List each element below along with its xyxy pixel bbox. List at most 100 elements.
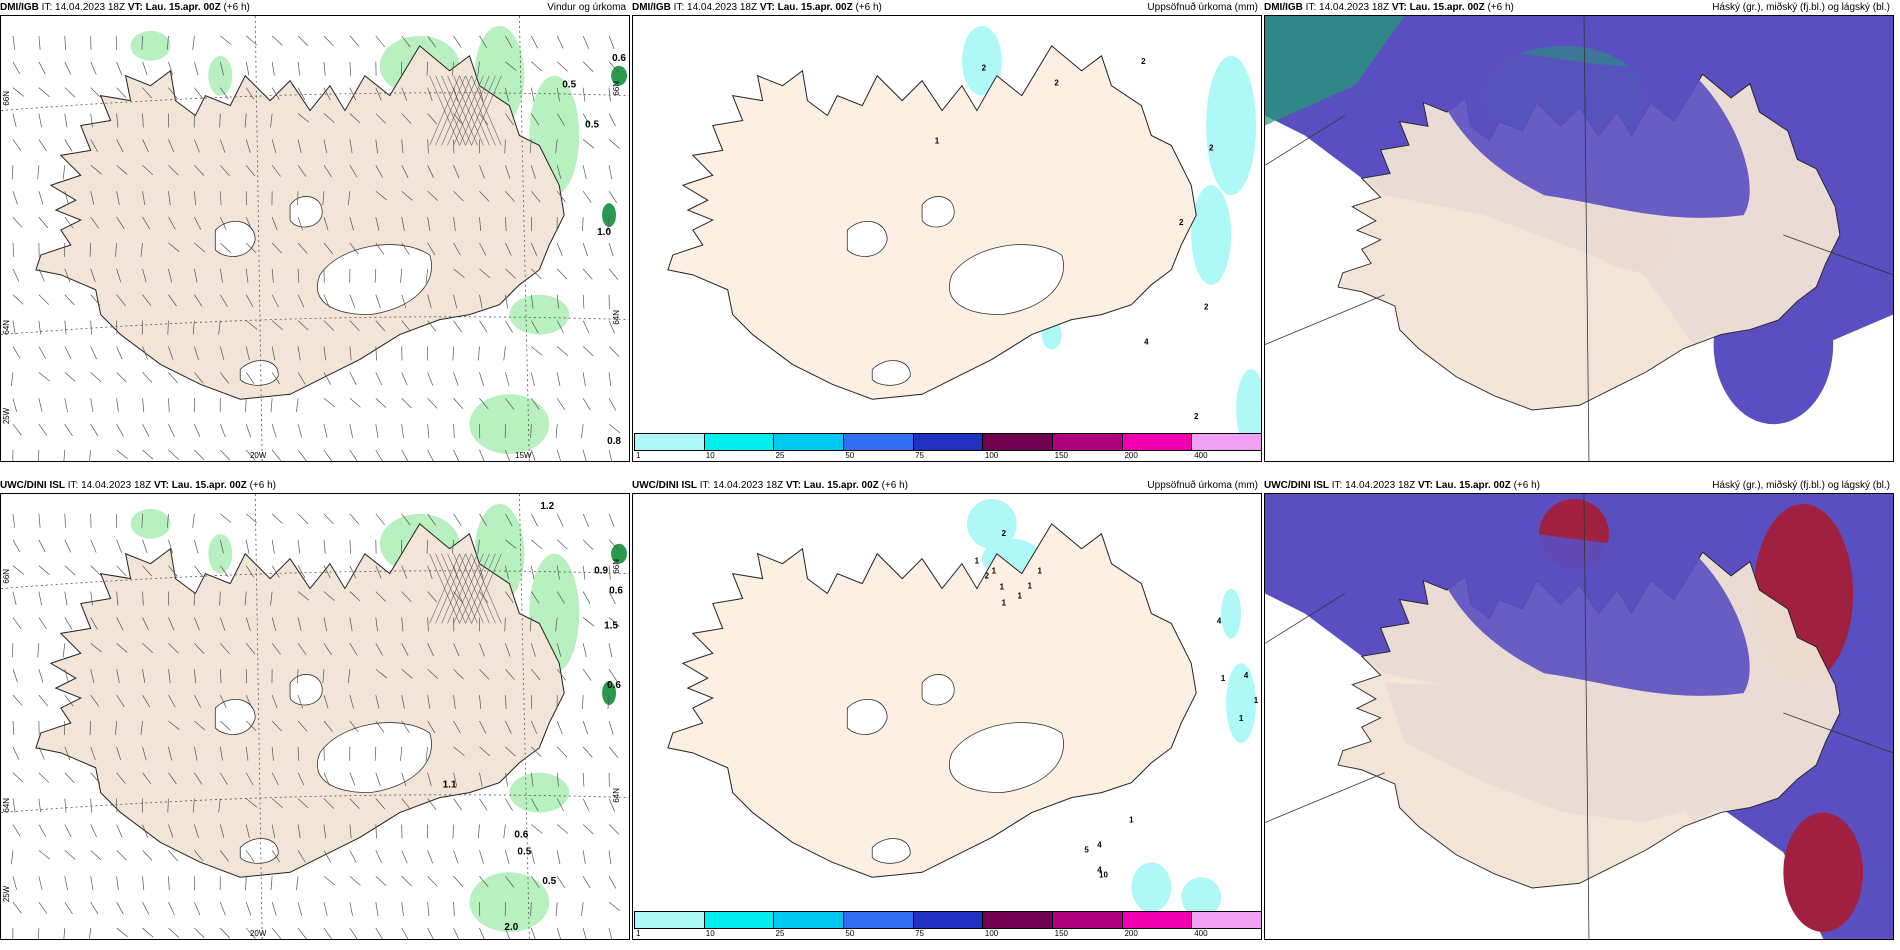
colorbar-tick-label: 10 <box>705 451 715 460</box>
precip-value-label: 1.5 <box>604 620 618 631</box>
precip-value-label: 0.6 <box>514 829 528 840</box>
map-frame <box>1264 493 1894 940</box>
precip-value-label: 2 <box>982 64 987 73</box>
precip-value-label: 1 <box>1002 599 1007 608</box>
precip-value-label: 2 <box>985 572 990 581</box>
colorbar-segment <box>704 434 775 450</box>
precip-value-label: 1.1 <box>443 780 457 791</box>
panel-header: DMI/IGB IT: 14.04.2023 18Z VT: Lau. 15.a… <box>1264 0 1894 15</box>
colorbar-segment <box>913 434 984 450</box>
precip-area <box>1181 877 1222 918</box>
panel-precip-dmi: DMI/IGB IT: 14.04.2023 18Z VT: Lau. 15.a… <box>632 0 1262 462</box>
colorbar-segment <box>635 434 705 450</box>
colorbar-segment <box>635 912 705 928</box>
precip-area <box>1226 663 1257 743</box>
model-name: UWC/DINI ISL <box>0 480 65 491</box>
glacier <box>239 360 279 386</box>
colorbar-tick-label: 400 <box>1194 929 1208 938</box>
precip-value-label: 0.6 <box>607 680 621 691</box>
lat-label: 64N <box>2 798 11 813</box>
precip-area <box>130 30 171 61</box>
lat-label: 25W <box>2 885 11 902</box>
precip-area <box>469 872 550 933</box>
colorbar-tick-label: 100 <box>984 451 999 460</box>
precip-value-label: 0.9 <box>594 566 608 577</box>
colorbar-tick-label: 75 <box>915 929 925 938</box>
glacier <box>871 360 911 386</box>
glacier <box>921 196 955 228</box>
precip-area <box>469 394 550 455</box>
lat-label: 25W <box>2 407 11 424</box>
colorbar-segment <box>1122 434 1193 450</box>
precip-value-label: 2 <box>1054 79 1059 88</box>
panel-title: Háský (gr.), miðský (fj.bl.) og lágský (… <box>1712 480 1890 491</box>
high-cloud-area <box>1424 50 1750 218</box>
precip-area <box>208 55 233 96</box>
glacier <box>846 221 888 257</box>
lat-label: 64N <box>612 310 621 325</box>
high-cloud-area <box>1424 528 1750 696</box>
colorbar-segment <box>1053 912 1123 928</box>
precip-area <box>1221 588 1242 639</box>
precip-value-label: 0.8 <box>607 436 621 447</box>
lon-label: 20W <box>250 451 267 460</box>
precip-value-label: 1 <box>1018 592 1023 601</box>
lead-time: (+6 h) <box>881 480 908 491</box>
precip-value-label: 0.6 <box>609 586 623 597</box>
vt-value: Lau. 15.apr. 00Z <box>803 480 879 491</box>
mid-cloud-area <box>1265 16 1405 126</box>
colorbar-segment <box>1053 434 1123 450</box>
glacier <box>214 221 256 257</box>
wind-barbs <box>10 35 621 461</box>
colorbar-tick-label: 10 <box>705 929 715 938</box>
map-canvas: 66N66N64N64N25W20W1.20.90.61.50.60.60.50… <box>1 494 629 939</box>
model-name: UWC/DINI ISL <box>1264 480 1329 491</box>
glacier <box>846 699 888 735</box>
colorbar-tick-label: 1 <box>636 929 641 938</box>
precip-value-label: 2 <box>1194 412 1199 421</box>
precip-value-label: 1 <box>935 136 940 145</box>
lat-label: 66N <box>2 569 11 584</box>
thick-cloud-area <box>1783 812 1864 933</box>
vt-value: Lau. 15.apr. 00Z <box>145 2 221 13</box>
init-time-label: IT: <box>699 480 711 491</box>
lon-label: 20W <box>250 929 267 938</box>
precip-value-label: 0.6 <box>612 53 626 64</box>
precip-value-label: 4 <box>1144 338 1149 347</box>
colorbar-tick-label: 100 <box>984 929 999 938</box>
init-time-value: 14.04.2023 18Z <box>687 2 758 13</box>
glacier <box>214 699 256 735</box>
init-time-label: IT: <box>1305 2 1317 13</box>
panel-wind-dmi: DMI/IGB IT: 14.04.2023 18Z VT: Lau. 15.a… <box>0 0 630 462</box>
precip-value-label: 2 <box>1209 143 1214 152</box>
colorbar-tick-label: 400 <box>1194 451 1208 460</box>
precip-value-label: 2 <box>1204 303 1209 312</box>
colorbar-segment <box>983 434 1054 450</box>
precip-value-label: 1 <box>975 557 980 566</box>
precip-area <box>1131 862 1172 913</box>
colorbar-segment <box>1192 912 1261 928</box>
map-frame <box>1264 15 1894 462</box>
colorbar-segment <box>774 434 845 450</box>
precip-value-label: 0.5 <box>542 876 556 887</box>
colorbar-labels: 1 10 25 50 75 100 150 200 400 <box>634 929 1261 939</box>
map-canvas <box>1265 16 1893 461</box>
init-time-value: 14.04.2023 18Z <box>81 480 152 491</box>
lat-label: 66N <box>612 559 621 574</box>
lat-label: 64N <box>612 788 621 803</box>
precip-colorbar <box>634 911 1261 929</box>
precip-value-label: 4 <box>1097 840 1102 849</box>
colorbar-segment <box>844 434 914 450</box>
precip-area <box>961 25 1002 96</box>
panel-title: Vindur og úrkoma <box>547 2 626 13</box>
init-time-label: IT: <box>673 2 685 13</box>
model-name: DMI/IGB <box>632 2 671 13</box>
colorbar-segment <box>844 912 914 928</box>
glacier <box>871 838 911 864</box>
colorbar-tick-label: 200 <box>1124 929 1138 938</box>
panel-wind-uwc: UWC/DINI ISL IT: 14.04.2023 18Z VT: Lau.… <box>0 478 630 940</box>
vt-label: VT: <box>153 480 169 491</box>
wind-barbs <box>10 513 621 939</box>
precip-area <box>1236 369 1261 450</box>
